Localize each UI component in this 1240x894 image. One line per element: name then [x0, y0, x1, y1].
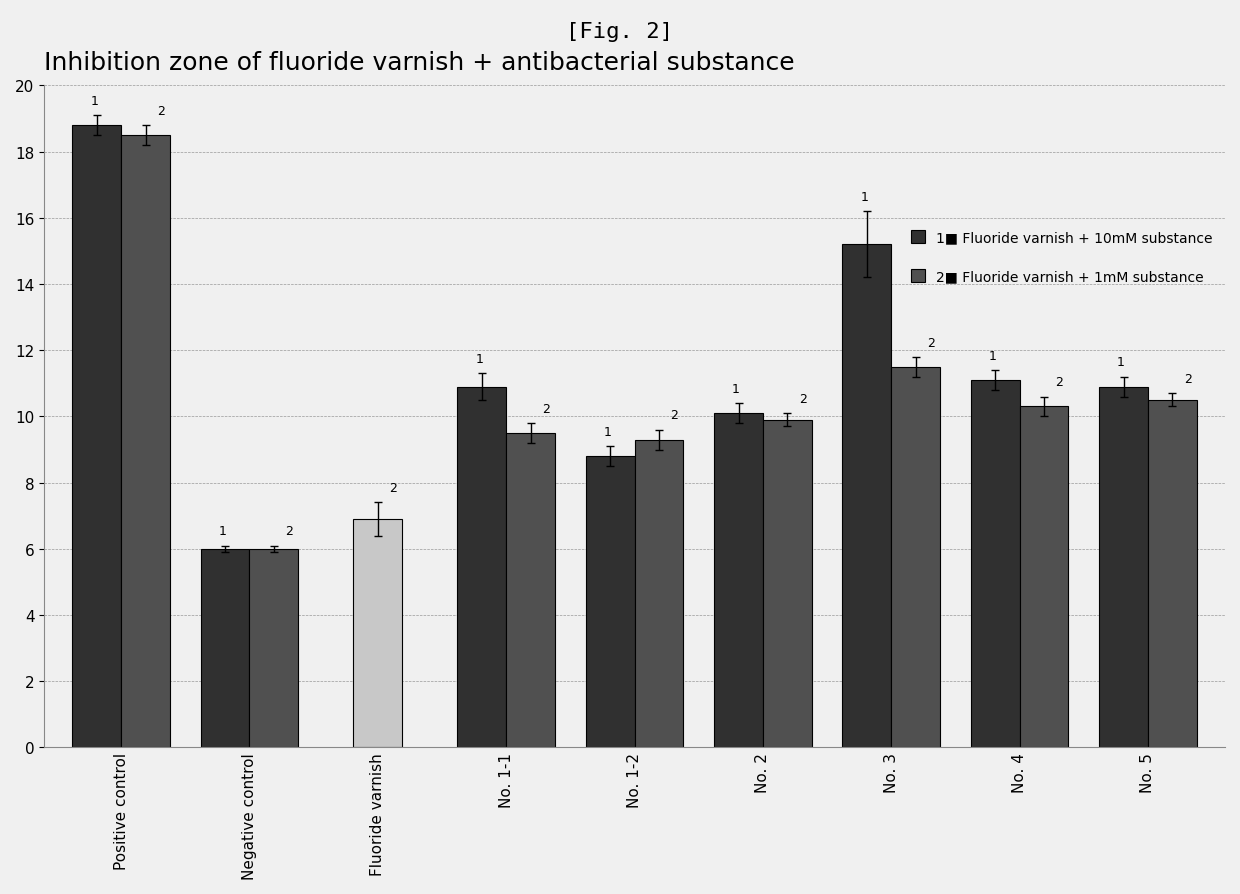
Text: 2: 2 — [928, 336, 935, 350]
Text: 1: 1 — [218, 525, 227, 537]
Bar — [1019, 407, 1069, 747]
Bar — [122, 136, 170, 747]
Bar — [1148, 401, 1197, 747]
Bar — [72, 126, 122, 747]
Text: 1: 1 — [91, 95, 98, 108]
Bar — [714, 414, 763, 747]
Bar — [353, 519, 402, 747]
Bar — [585, 457, 635, 747]
Bar — [249, 549, 299, 747]
Text: Inhibition zone of fluoride varnish + antibacterial substance: Inhibition zone of fluoride varnish + an… — [45, 51, 795, 75]
Text: 1: 1 — [988, 350, 997, 362]
Text: 1: 1 — [861, 190, 868, 204]
Text: 2: 2 — [285, 525, 293, 537]
Bar — [842, 245, 892, 747]
Bar — [1099, 387, 1148, 747]
Text: 2: 2 — [1055, 375, 1064, 389]
Text: 1: 1 — [732, 383, 740, 395]
Text: 2: 2 — [157, 105, 165, 118]
Bar — [763, 420, 812, 747]
Text: 2: 2 — [671, 409, 678, 422]
Text: [Fig. 2]: [Fig. 2] — [567, 22, 673, 42]
Text: 2: 2 — [799, 392, 807, 405]
Bar — [506, 434, 556, 747]
Bar — [971, 381, 1019, 747]
Bar — [635, 440, 683, 747]
Text: 2: 2 — [1184, 373, 1192, 385]
Text: 2: 2 — [389, 482, 397, 494]
Text: 1: 1 — [1117, 356, 1125, 369]
Bar — [458, 387, 506, 747]
Bar — [892, 367, 940, 747]
Bar — [201, 549, 249, 747]
Legend: 1■ Fluoride varnish + 10mM substance, 2■ Fluoride varnish + 1mM substance: 1■ Fluoride varnish + 10mM substance, 2■… — [905, 225, 1218, 290]
Text: 2: 2 — [542, 402, 549, 416]
Text: 1: 1 — [604, 426, 611, 438]
Text: 1: 1 — [475, 353, 484, 366]
